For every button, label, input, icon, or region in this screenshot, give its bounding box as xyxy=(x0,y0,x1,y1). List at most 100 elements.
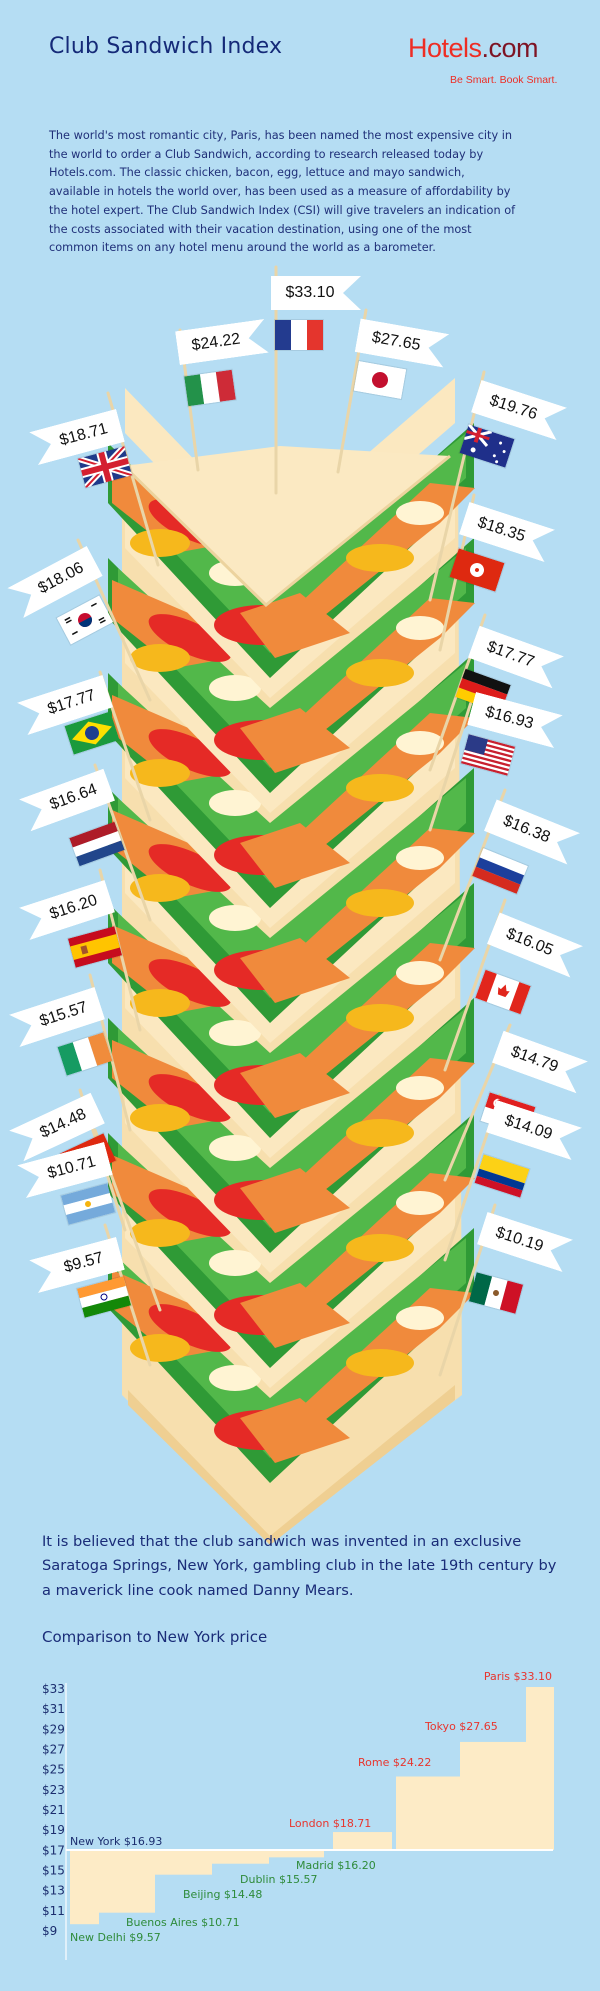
y-tick-label: $9 xyxy=(42,1924,57,1938)
ham-center xyxy=(240,938,350,1003)
price-banner: $33.10 xyxy=(271,276,361,310)
cheese xyxy=(130,874,190,902)
uk-flag-icon xyxy=(77,446,133,488)
egg xyxy=(396,846,444,870)
cheese xyxy=(130,989,190,1017)
y-tick-label: $11 xyxy=(42,1904,65,1918)
tomato-left xyxy=(148,729,232,777)
data-label: New Delhi $9.57 xyxy=(70,1931,161,1944)
top-bread-edge xyxy=(122,454,451,608)
data-label: Buenos Aires $10.71 xyxy=(126,1916,240,1929)
japan-flag-icon xyxy=(353,361,407,399)
australia-flag-icon xyxy=(459,424,515,468)
chart-title: Comparison to New York price xyxy=(42,1628,268,1646)
cheese xyxy=(346,1004,414,1032)
france-flag-icon xyxy=(275,320,323,350)
bar-london xyxy=(333,1832,392,1850)
hotels-com-logo[interactable]: Hotels.com xyxy=(408,33,539,63)
egg xyxy=(396,616,444,640)
bar-buenos-aires xyxy=(99,1850,155,1913)
cheese xyxy=(346,1234,414,1262)
logo-tagline: Be Smart. Book Smart. xyxy=(450,74,558,86)
spain-flag-icon xyxy=(67,926,123,968)
sandwich-filling-layer xyxy=(108,998,475,1253)
y-tick-label: $15 xyxy=(42,1863,65,1877)
history-paragraph: It is believed that the club sandwich wa… xyxy=(42,1533,557,1599)
egg xyxy=(209,790,261,816)
y-tick-label: $13 xyxy=(42,1884,65,1898)
tomato-left xyxy=(148,1074,232,1122)
egg xyxy=(396,1191,444,1215)
egg xyxy=(209,905,261,931)
cheese xyxy=(346,1349,414,1377)
egg xyxy=(396,1076,444,1100)
bar-paris xyxy=(526,1687,554,1850)
ham-center xyxy=(240,1283,350,1348)
egg xyxy=(209,1250,261,1276)
egg xyxy=(209,1020,261,1046)
sandwich-filling-layer xyxy=(108,653,475,908)
colombia-flag-icon xyxy=(474,1154,530,1198)
cheese xyxy=(346,544,414,572)
bar-new-delhi xyxy=(70,1850,99,1925)
cheese xyxy=(130,1334,190,1362)
egg xyxy=(209,675,261,701)
sandwich-filling-layer xyxy=(108,883,475,1138)
cheese xyxy=(130,644,190,672)
tomato-left xyxy=(148,614,232,662)
bar-tokyo xyxy=(460,1741,527,1850)
brazil-flag-icon xyxy=(64,711,120,755)
cheese xyxy=(346,659,414,687)
data-label: London $18.71 xyxy=(289,1817,371,1830)
egg xyxy=(396,961,444,985)
bar-madrid xyxy=(268,1850,324,1858)
tomato-left xyxy=(148,959,232,1007)
south-korea-flag-icon xyxy=(56,595,114,645)
y-tick-label: $21 xyxy=(42,1803,65,1817)
intro-paragraph: The world's most romantic city, Paris, h… xyxy=(49,129,516,255)
y-tick-label: $19 xyxy=(42,1823,65,1837)
ham-center xyxy=(240,593,350,658)
y-tick-label: $31 xyxy=(42,1702,65,1716)
canada-flag-icon xyxy=(475,969,531,1015)
y-tick-label: $33 xyxy=(42,1682,65,1696)
y-tick-label: $27 xyxy=(42,1742,65,1756)
mexico-flag-icon xyxy=(468,1272,524,1314)
sandwich-filling-layer xyxy=(108,1113,475,1368)
russia-flag-icon xyxy=(472,848,528,894)
data-label: Paris $33.10 xyxy=(484,1670,552,1683)
ham-center xyxy=(240,1168,350,1233)
ham-center xyxy=(240,708,350,773)
data-label: Madrid $16.20 xyxy=(296,1859,376,1872)
ham-center xyxy=(240,823,350,888)
cheese xyxy=(346,774,414,802)
ham-center xyxy=(240,1398,350,1463)
baseline-label: New York $16.93 xyxy=(70,1835,162,1848)
data-label: Rome $24.22 xyxy=(358,1756,431,1769)
tomato-left xyxy=(148,844,232,892)
bar-dublin xyxy=(211,1850,269,1864)
data-label: Beijing $14.48 xyxy=(183,1888,262,1901)
cheese xyxy=(130,1104,190,1132)
bread-bottom-edge xyxy=(128,1385,455,1545)
egg xyxy=(396,731,444,755)
data-label: Tokyo $27.65 xyxy=(424,1720,498,1733)
ham-center xyxy=(240,1053,350,1118)
cheese xyxy=(346,889,414,917)
cheese xyxy=(130,759,190,787)
egg xyxy=(396,501,444,525)
y-tick-label: $29 xyxy=(42,1722,65,1736)
bar-rome xyxy=(396,1776,461,1850)
y-tick-label: $17 xyxy=(42,1843,65,1857)
y-tick-label: $25 xyxy=(42,1763,65,1777)
india-flag-icon xyxy=(76,1276,132,1318)
egg xyxy=(209,1135,261,1161)
tomato-left xyxy=(148,1304,232,1352)
cheese xyxy=(130,529,190,557)
toothpick xyxy=(428,688,477,832)
tomato-left xyxy=(148,1189,232,1237)
price-label: $33.10 xyxy=(285,284,335,301)
sandwich-filling-layer xyxy=(108,768,475,1023)
italy-flag-icon xyxy=(184,369,236,407)
